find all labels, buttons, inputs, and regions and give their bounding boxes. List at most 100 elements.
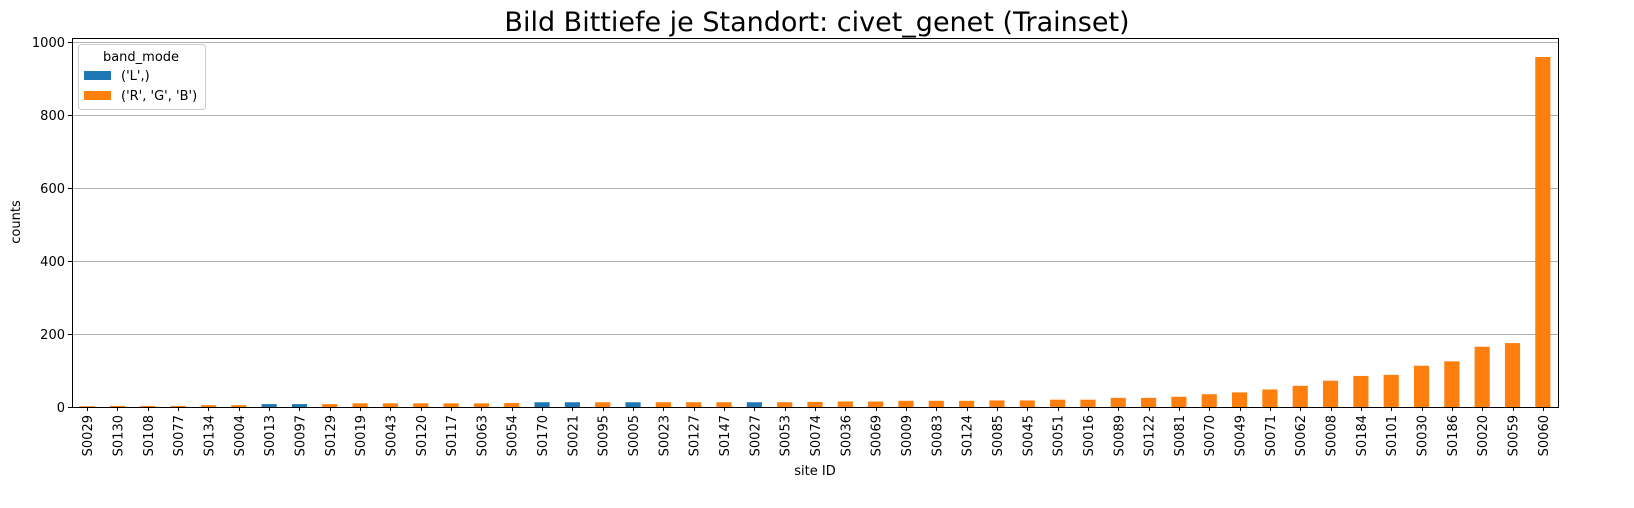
legend-label-rgb: ('R', 'G', 'B') xyxy=(121,89,197,104)
y-tick-label: 400 xyxy=(40,255,65,270)
x-tick-label: S0008 xyxy=(1325,415,1340,456)
x-tick-label: S0186 xyxy=(1446,415,1461,456)
y-tick-label: 200 xyxy=(40,328,65,343)
bar xyxy=(443,403,459,407)
x-tick-label: S0005 xyxy=(627,415,642,456)
bar xyxy=(1474,346,1490,407)
x-tick-label: S0134 xyxy=(203,415,218,456)
bar xyxy=(140,405,156,407)
bar xyxy=(1080,399,1096,407)
legend-title: band_mode xyxy=(103,50,179,65)
bar xyxy=(382,403,399,407)
bar xyxy=(959,400,975,407)
x-tick-label: S0036 xyxy=(839,415,854,456)
x-tick-label: S0108 xyxy=(142,415,157,456)
bar xyxy=(352,403,368,407)
x-tick-label: S0029 xyxy=(81,415,96,456)
bar xyxy=(1019,400,1035,407)
bar xyxy=(1171,396,1187,407)
x-tick-label: S0147 xyxy=(718,415,733,456)
x-tick-label: S0081 xyxy=(1173,415,1188,456)
x-axis-label: site ID xyxy=(794,464,835,479)
bar xyxy=(534,402,550,407)
x-tick-label: S0077 xyxy=(172,415,187,456)
x-tick-label: S0049 xyxy=(1234,415,1249,456)
x-tick-label: S0074 xyxy=(809,415,824,456)
x-tick-label: S0097 xyxy=(293,415,308,456)
plot-frame xyxy=(72,38,1559,408)
x-tick-label: S0101 xyxy=(1385,415,1400,456)
bar xyxy=(1231,392,1248,407)
x-tick-label: S0170 xyxy=(536,415,551,456)
bar xyxy=(473,403,489,407)
x-tick-label: S0095 xyxy=(597,415,612,456)
x-tick-label: S0030 xyxy=(1416,415,1431,456)
bar xyxy=(261,404,277,407)
bar xyxy=(777,402,793,407)
x-tick-label: S0085 xyxy=(991,415,1006,456)
x-tick-label: S0060 xyxy=(1537,415,1552,456)
bar xyxy=(1292,385,1308,407)
x-tick-label: S0043 xyxy=(384,415,399,456)
bar xyxy=(79,406,95,407)
bar xyxy=(170,405,186,407)
y-axis-label: counts xyxy=(9,200,24,244)
x-tick-label: S0124 xyxy=(961,415,976,456)
bar xyxy=(1322,380,1339,407)
bar xyxy=(1141,397,1157,407)
x-tick-label: S0023 xyxy=(657,415,672,456)
legend: band_mode ('L',) ('R', 'G', 'B') xyxy=(78,44,206,110)
bars-group xyxy=(79,57,1551,407)
bar xyxy=(655,402,671,407)
bar xyxy=(1535,57,1551,407)
x-tick-label: S0089 xyxy=(1112,415,1127,456)
x-tick-label: S0130 xyxy=(112,415,127,456)
bar xyxy=(625,402,641,407)
bar xyxy=(1353,375,1369,407)
bar xyxy=(504,402,520,407)
chart-title: Bild Bittiefe je Standort: civet_genet (… xyxy=(504,7,1129,38)
y-tick-label: 600 xyxy=(40,182,65,197)
bar xyxy=(1050,399,1066,407)
bar xyxy=(1262,389,1278,407)
x-tick-label: S0117 xyxy=(445,415,460,456)
x-tick-label: S0045 xyxy=(1021,415,1036,456)
bar xyxy=(807,401,823,407)
legend-swatch-l xyxy=(84,71,111,80)
bar xyxy=(837,401,853,407)
x-tick-label: S0069 xyxy=(870,415,885,456)
x-tick-label: S0059 xyxy=(1507,415,1522,456)
x-tick-label: S0122 xyxy=(1143,415,1158,456)
legend-swatch-rgb xyxy=(84,91,111,100)
legend-label-l: ('L',) xyxy=(121,69,150,84)
bar xyxy=(413,403,429,407)
bar xyxy=(868,401,884,407)
x-tick-label: S0019 xyxy=(354,415,369,456)
bar xyxy=(231,405,247,407)
x-tick-label: S0021 xyxy=(566,415,581,456)
x-tick-label: S0027 xyxy=(748,415,763,456)
bar xyxy=(200,405,217,407)
grid-lines xyxy=(72,42,1558,335)
x-tick-label: S0054 xyxy=(506,415,521,456)
bar xyxy=(746,402,762,407)
x-tick-label: S0071 xyxy=(1264,415,1279,456)
bar xyxy=(109,405,126,407)
bar xyxy=(1413,365,1430,407)
bar xyxy=(322,404,338,407)
x-tick-label: S0127 xyxy=(688,415,703,456)
bar xyxy=(1444,361,1460,407)
bar xyxy=(686,402,702,407)
x-tick-label: S0129 xyxy=(324,415,339,456)
bar xyxy=(928,400,944,407)
bar xyxy=(1504,343,1521,407)
x-tick-label: S0013 xyxy=(263,415,278,456)
bar xyxy=(1110,397,1126,407)
x-tick-label: S0120 xyxy=(415,415,430,456)
y-tick-label: 1000 xyxy=(32,36,65,51)
bar xyxy=(595,402,611,407)
bar xyxy=(716,402,732,407)
x-tick-label: S0070 xyxy=(1203,415,1218,456)
x-tick-label: S0053 xyxy=(779,415,794,456)
